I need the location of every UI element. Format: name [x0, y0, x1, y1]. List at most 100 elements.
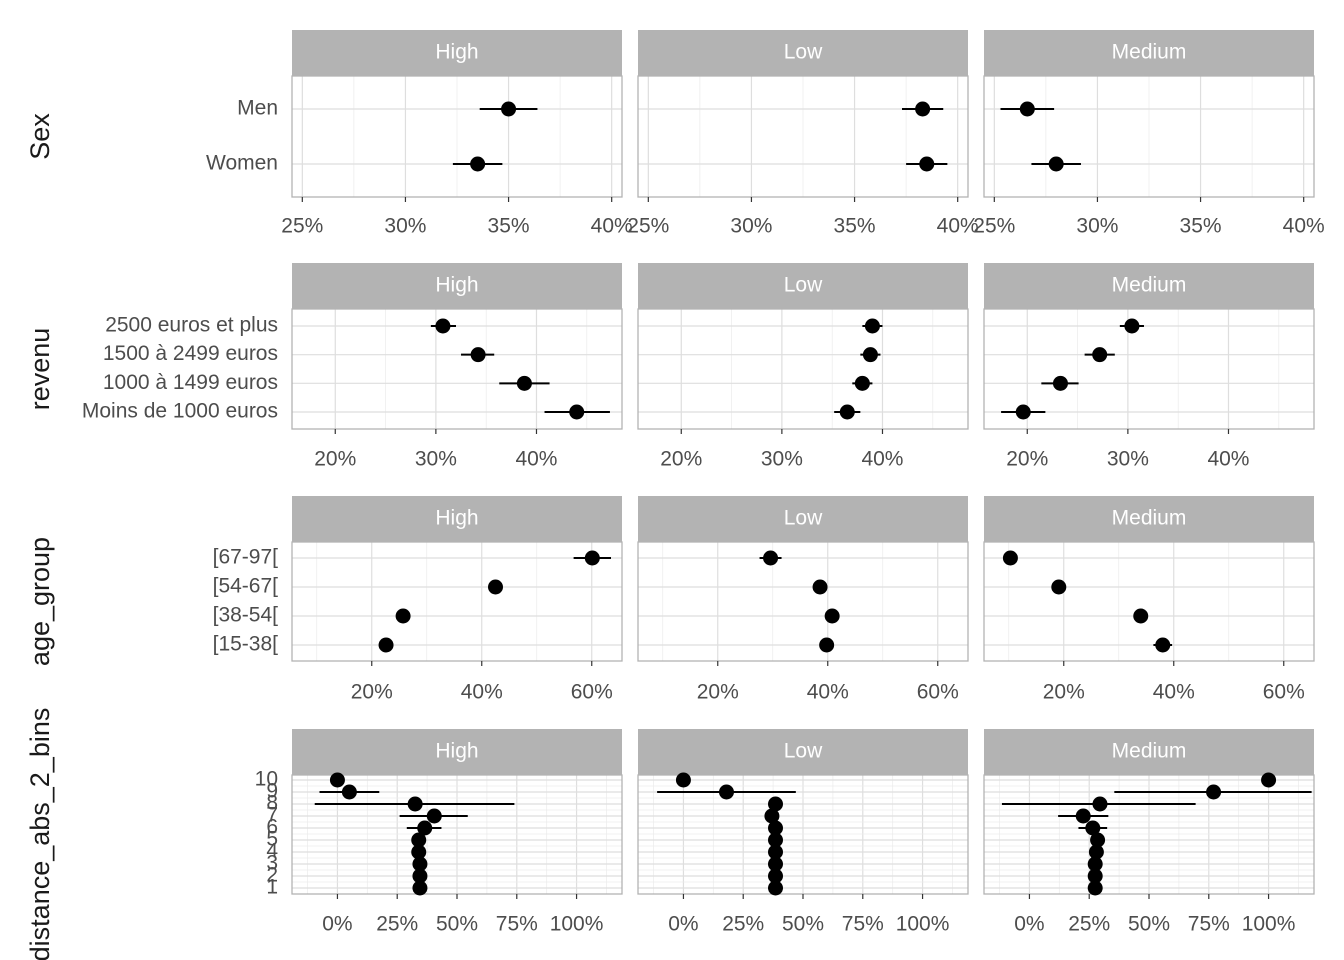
- facet-strip-label: Low: [784, 507, 823, 530]
- data-point: [1087, 868, 1103, 884]
- data-point: [718, 784, 734, 800]
- y-tick-label: [38-54[: [213, 604, 279, 627]
- data-point: [395, 608, 411, 624]
- facet-strip: [638, 496, 968, 542]
- data-point: [812, 579, 828, 595]
- x-tick-label: 40%: [937, 215, 979, 238]
- facet-row-age_group: age_group [15-38[[38-54[[54-67[[67-97[Hig…: [25, 496, 1315, 704]
- facet-strip: [984, 729, 1314, 775]
- x-tick-label: 35%: [834, 215, 876, 238]
- x-tick-label: 30%: [1076, 215, 1118, 238]
- data-point: [915, 101, 931, 117]
- facet-strip: [984, 496, 1314, 542]
- facet-strip: [638, 729, 968, 775]
- data-point: [435, 318, 451, 334]
- facet-strip-label: High: [435, 41, 478, 64]
- data-point: [417, 820, 433, 836]
- facet-strip-label: Low: [784, 274, 823, 297]
- y-tick-label: Moins de 1000 euros: [82, 400, 278, 423]
- panel-distance_abs_2_bins-low: Low 0% 25% 50% 75% 100%: [637, 729, 969, 936]
- data-point: [1085, 820, 1101, 836]
- y-tick-label: Men: [237, 97, 278, 120]
- x-tick-label: 60%: [1263, 681, 1305, 704]
- data-point: [470, 347, 486, 363]
- data-point: [341, 784, 357, 800]
- data-point: [1051, 579, 1067, 595]
- data-point: [426, 808, 442, 824]
- data-point: [1088, 844, 1104, 860]
- y-tick-label: 5: [266, 828, 278, 851]
- x-tick-label: 40%: [1283, 215, 1325, 238]
- x-tick-label: 30%: [761, 448, 803, 471]
- facet-strip: [292, 729, 622, 775]
- y-tick-label: 1000 à 1499 euros: [103, 371, 278, 394]
- panel-border: [983, 75, 1315, 198]
- x-tick-label: 25%: [376, 913, 418, 936]
- data-point: [1155, 637, 1171, 653]
- panel-border: [291, 75, 623, 198]
- x-tick-label: 20%: [660, 448, 702, 471]
- panel-Sex-low: Low 25% 30% 35% 40%: [627, 30, 979, 238]
- data-point: [1206, 784, 1222, 800]
- data-point: [1087, 856, 1103, 872]
- y-tick-label: [15-38[: [213, 633, 279, 656]
- data-point: [768, 856, 783, 872]
- y-axis-title: age_group: [25, 537, 55, 666]
- y-axis-title: revenu: [25, 328, 55, 411]
- x-tick-label: 35%: [488, 215, 530, 238]
- panel-age_group-low: Low 20% 40% 60%: [637, 496, 969, 704]
- x-tick-label: 20%: [314, 448, 356, 471]
- data-point: [768, 832, 783, 848]
- data-point: [768, 844, 783, 860]
- data-point: [378, 637, 394, 653]
- y-tick-label: 10: [255, 768, 278, 791]
- y-tick-label: 1: [266, 876, 278, 899]
- x-tick-label: 100%: [550, 913, 604, 936]
- x-tick-label: 20%: [1006, 448, 1048, 471]
- panel-border: [637, 541, 969, 662]
- data-point: [768, 820, 783, 836]
- data-point: [470, 156, 486, 172]
- data-point: [488, 579, 503, 595]
- data-point: [768, 868, 783, 884]
- data-point: [1052, 375, 1068, 391]
- data-point: [412, 868, 428, 884]
- x-tick-label: 40%: [1153, 681, 1195, 704]
- data-point: [1124, 318, 1140, 334]
- x-tick-label: 50%: [1128, 913, 1170, 936]
- x-tick-label: 40%: [461, 681, 503, 704]
- facet-strip-label: Medium: [1112, 41, 1187, 64]
- data-point: [407, 796, 423, 812]
- data-point: [1133, 608, 1149, 624]
- data-point: [1002, 550, 1018, 566]
- x-tick-label: 25%: [722, 913, 764, 936]
- y-tick-label: 2: [266, 864, 278, 887]
- panel-background: [292, 309, 622, 429]
- y-tick-label: [67-97[: [213, 546, 279, 569]
- x-tick-label: 50%: [436, 913, 478, 936]
- y-tick-label: 6: [266, 816, 278, 839]
- x-tick-label: 0%: [1014, 913, 1044, 936]
- y-tick-label: 2500 euros et plus: [105, 314, 278, 337]
- facet-strip: [984, 30, 1314, 76]
- x-tick-label: 20%: [697, 681, 739, 704]
- data-point: [412, 880, 428, 896]
- data-point: [1261, 772, 1277, 788]
- data-point: [819, 637, 835, 653]
- panel-background: [638, 542, 968, 661]
- facet-strip-label: High: [435, 274, 478, 297]
- data-point: [1087, 880, 1103, 896]
- facet-strip-label: Low: [784, 740, 823, 763]
- x-tick-label: 0%: [322, 913, 352, 936]
- x-tick-label: 30%: [384, 215, 426, 238]
- x-tick-label: 30%: [1107, 448, 1149, 471]
- panel-revenu-high: High 20% 30% 40%: [291, 263, 623, 471]
- panel-background: [984, 309, 1314, 429]
- x-tick-label: 25%: [281, 215, 323, 238]
- facet-strip-label: Medium: [1112, 274, 1187, 297]
- facet-strip-label: High: [435, 740, 478, 763]
- data-point: [1019, 101, 1035, 117]
- y-tick-label: 8: [266, 792, 278, 815]
